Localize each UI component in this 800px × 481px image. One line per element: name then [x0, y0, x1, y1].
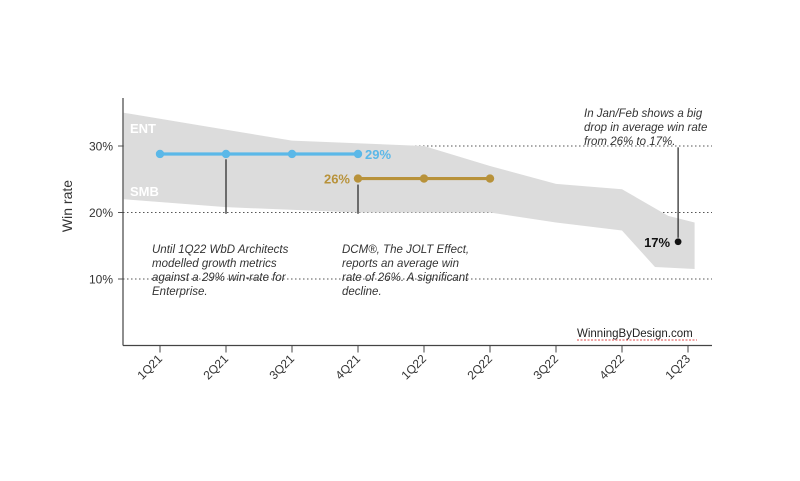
xtick-label: 2Q22	[464, 351, 495, 382]
annotation-text-line: from 26% to 17%.	[584, 136, 675, 148]
xtick-label: 3Q21	[266, 351, 297, 382]
data-point	[674, 238, 682, 246]
annotation-text-line: Enterprise.	[152, 286, 208, 298]
xtick-label: 4Q22	[596, 351, 627, 382]
annotations: Until 1Q22 WbD Architects modelled growth…	[152, 108, 707, 298]
series-value-label: 29%	[365, 147, 391, 162]
xtick-label: 1Q22	[398, 351, 429, 382]
band-upper-label: ENT	[130, 121, 156, 136]
branding-text: WinningByDesign.com	[577, 328, 693, 340]
data-point	[221, 149, 231, 159]
series-value-label: 17%	[644, 235, 670, 250]
data-point	[353, 174, 363, 183]
annotation-text-line: decline.	[342, 286, 382, 298]
series: 29% 26% 17%	[155, 147, 682, 250]
annotation-text-line: DCM®, The JOLT Effect,	[342, 244, 469, 256]
data-point	[419, 174, 429, 183]
annotation-text-line: modelled growth metrics	[152, 258, 277, 270]
data-point	[155, 149, 165, 159]
ytick-label: 30%	[89, 140, 113, 154]
band-lower-label: SMB	[130, 184, 159, 199]
xtick-label: 1Q23	[662, 351, 693, 382]
annotation-0: Until 1Q22 WbD Architects modelled growth…	[152, 159, 289, 298]
ytick-label: 10%	[89, 273, 113, 287]
xtick-label: 3Q22	[530, 351, 561, 382]
xtick-label: 4Q21	[332, 351, 363, 382]
annotation-text-line: rate of 26%. A significant	[342, 272, 469, 284]
annotation-2: In Jan/Feb shows a big drop in average wi…	[584, 108, 707, 238]
data-point	[353, 149, 363, 159]
data-point	[287, 149, 297, 159]
ytick-label: 20%	[89, 206, 113, 220]
series-0: 29%	[155, 147, 391, 162]
series-2: 17%	[644, 235, 682, 250]
xtick-label: 2Q21	[200, 351, 231, 382]
annotation-1: DCM®, The JOLT Effect, reports an average…	[342, 184, 469, 298]
y-axis-title: Win rate	[59, 180, 75, 232]
annotation-text-line: against a 29% win-rate for	[152, 272, 287, 284]
series-value-label: 26%	[324, 172, 350, 187]
annotation-text-line: In Jan/Feb shows a big	[584, 108, 703, 120]
annotation-text-line: reports an average win	[342, 258, 459, 270]
series-1: 26%	[324, 172, 495, 187]
annotation-text-line: drop in average win rate	[584, 122, 707, 134]
data-point	[485, 174, 495, 183]
xtick-label: 1Q21	[134, 351, 165, 382]
annotation-text-line: Until 1Q22 WbD Architects	[152, 244, 289, 256]
band-area	[123, 112, 695, 270]
band: ENT SMB	[123, 112, 695, 270]
